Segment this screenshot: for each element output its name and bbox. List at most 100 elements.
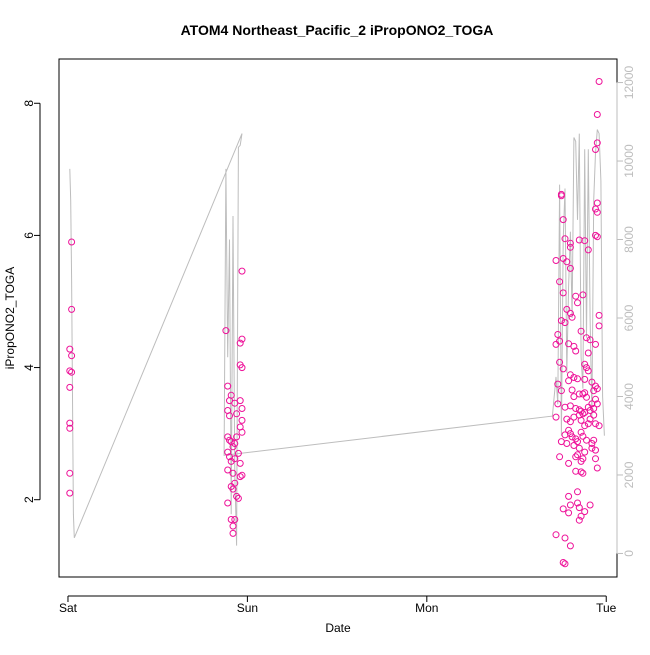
data-point <box>226 412 233 420</box>
data-point <box>583 364 590 372</box>
data-point <box>68 368 76 376</box>
data-point <box>590 411 598 419</box>
data-point <box>583 393 590 401</box>
data-point <box>556 278 564 286</box>
data-point <box>229 529 237 537</box>
y2-tick-label: 8000 <box>622 226 636 253</box>
series-line <box>69 129 605 546</box>
x-tick-label: Sat <box>59 601 78 615</box>
data-point <box>236 339 244 347</box>
data-point <box>570 393 578 401</box>
data-point <box>581 508 589 516</box>
data-point <box>574 438 581 446</box>
data-point <box>565 459 573 467</box>
data-point <box>222 327 230 335</box>
y-axis-label: iPropONO2_TOGA <box>3 267 17 369</box>
data-point <box>561 431 569 439</box>
data-point <box>577 512 585 520</box>
data-point <box>570 442 578 449</box>
data-point <box>231 455 239 463</box>
data-point <box>68 352 76 360</box>
data-point <box>572 405 580 412</box>
data-point <box>238 471 246 479</box>
data-point <box>554 380 562 388</box>
data-point <box>575 516 583 524</box>
data-point <box>66 383 74 391</box>
plot-frame <box>58 58 618 578</box>
data-point <box>592 146 599 153</box>
data-point <box>556 337 564 345</box>
data-point <box>234 494 242 502</box>
x-tick-label: Mon <box>415 601 438 615</box>
data-point <box>593 208 601 216</box>
data-point <box>592 340 599 348</box>
data-point <box>552 531 560 539</box>
data-point <box>581 360 589 368</box>
data-point <box>592 420 599 428</box>
data-point <box>224 433 232 441</box>
data-point <box>224 499 232 507</box>
x-tick-label: Tue <box>596 601 617 615</box>
data-point <box>593 199 601 207</box>
data-point <box>565 509 573 517</box>
y2-tick-label: 10000 <box>622 144 636 178</box>
data-point <box>226 436 233 444</box>
y2-tick-label: 0 <box>622 550 636 557</box>
data-point <box>584 367 592 375</box>
y-tick-label: 6 <box>22 232 36 239</box>
data-point <box>575 406 583 414</box>
data-point <box>575 236 583 244</box>
axes: Sat Sun Mon Tue 2 4 6 8 0 2000 4000 6000 8000 10000 12… <box>22 66 636 615</box>
data-point <box>574 375 581 383</box>
y2-tick-label: 2000 <box>622 461 636 488</box>
data-point <box>229 522 237 530</box>
data-point <box>231 440 239 447</box>
data-point <box>570 342 578 350</box>
data-point <box>559 289 567 297</box>
data-point <box>234 449 242 457</box>
point-series <box>66 78 603 568</box>
data-point <box>579 469 587 477</box>
data-point <box>568 433 576 441</box>
data-point <box>586 336 594 344</box>
data-point <box>592 455 599 463</box>
data-point <box>593 139 601 147</box>
data-point <box>238 405 246 412</box>
data-point <box>66 424 74 432</box>
data-point <box>563 440 571 447</box>
data-point <box>592 205 599 213</box>
data-point <box>231 399 239 407</box>
data-point <box>236 397 244 405</box>
data-point <box>565 377 573 385</box>
data-point <box>577 468 585 476</box>
data-point <box>566 239 574 247</box>
data-point <box>556 453 564 461</box>
data-point <box>575 504 583 512</box>
line-series <box>69 129 605 546</box>
data-point <box>238 267 246 275</box>
data-point <box>233 492 241 500</box>
data-point <box>559 559 567 566</box>
data-point <box>588 378 596 386</box>
data-point <box>565 492 573 500</box>
data-point <box>552 413 560 421</box>
data-point <box>557 387 565 395</box>
data-point <box>581 375 589 383</box>
data-point <box>66 419 74 427</box>
data-point <box>66 489 74 497</box>
data-point <box>66 469 74 477</box>
data-point <box>224 466 232 474</box>
data-point <box>584 246 592 254</box>
data-point <box>238 364 246 372</box>
data-point <box>595 311 603 319</box>
data-point <box>231 479 239 487</box>
data-point <box>552 257 560 264</box>
data-point <box>577 428 585 436</box>
x-tick-label: Sun <box>237 601 258 615</box>
data-point <box>595 422 603 430</box>
data-point <box>592 446 599 454</box>
data-point <box>568 313 576 321</box>
data-point <box>556 358 564 366</box>
data-point <box>581 422 589 430</box>
data-point <box>586 501 594 509</box>
